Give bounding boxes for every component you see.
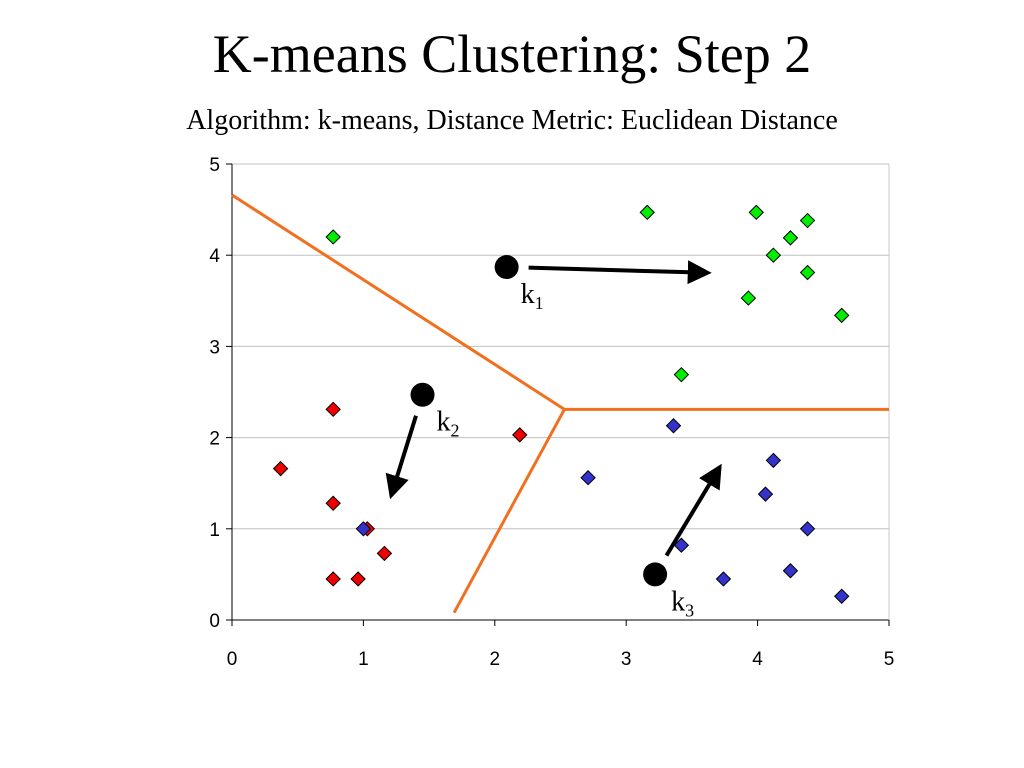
centroid-subscript: 1: [535, 293, 544, 313]
data-point-cluster-1: [799, 212, 816, 229]
data-point-cluster-1: [740, 290, 757, 306]
data-point-cluster-3: [715, 571, 732, 587]
data-point-cluster-2: [325, 495, 341, 511]
y-tick-label: 1: [209, 520, 220, 541]
y-tick-label: 0: [209, 611, 220, 632]
data-point-cluster-1: [748, 204, 764, 221]
data-point-cluster-2: [512, 427, 528, 443]
data-point-cluster-1: [799, 264, 816, 281]
data-point-cluster-3: [757, 486, 774, 502]
axes: [226, 163, 890, 626]
data-point-cluster-3: [355, 521, 372, 537]
page-subtitle: Algorithm: k-means, Distance Metric: Euc…: [186, 105, 838, 136]
data-point-cluster-3: [765, 452, 782, 469]
centroid-arrow-2: [385, 415, 418, 500]
data-point-cluster-2: [325, 571, 341, 587]
x-tick-label: 3: [621, 649, 632, 670]
data-point-cluster-2: [272, 460, 289, 477]
centroid-subscript: 3: [685, 600, 694, 620]
y-tick-label: 5: [209, 155, 220, 176]
data-point-cluster-2: [376, 545, 393, 562]
data-point-cluster-3: [665, 418, 682, 434]
plot-area: [232, 164, 889, 620]
data-point-cluster-2: [350, 571, 366, 587]
data-point-cluster-3: [673, 537, 690, 553]
boundary-line: [231, 193, 566, 411]
tick-labels: 0 1 2 3 4 5 0 1 2 3 4 5: [209, 155, 894, 670]
data-point-cluster-1: [833, 307, 850, 324]
data-point-cluster-3: [580, 470, 596, 486]
y-tick-label: 4: [209, 246, 220, 267]
data-point-cluster-1: [765, 247, 782, 263]
y-tick-label: 2: [209, 429, 220, 450]
page-title: K-means Clustering: Step 2: [212, 24, 812, 84]
x-tick-label: 2: [490, 649, 501, 670]
data-point-cluster-1: [325, 229, 341, 245]
data-point-cluster-1: [782, 230, 799, 246]
centroid-marker-3: [643, 562, 668, 587]
centroid-arrow-3: [664, 463, 722, 557]
data-point-cluster-3: [833, 588, 850, 604]
boundary-line: [452, 408, 566, 614]
x-tick-label: 5: [884, 649, 895, 670]
x-tick-label: 0: [227, 649, 238, 670]
data-point-cluster-1: [673, 366, 690, 383]
centroid-marker-1: [494, 255, 519, 280]
data-point-cluster-3: [782, 563, 799, 579]
cluster-boundaries: [231, 193, 889, 614]
data-points: [272, 204, 850, 604]
data-point-cluster-3: [799, 521, 816, 537]
centroid-marker-2: [410, 382, 435, 407]
y-tick-label: 3: [209, 337, 220, 358]
data-point-cluster-2: [325, 401, 341, 418]
x-tick-label: 1: [358, 649, 369, 670]
centroid-subscript: 2: [451, 421, 460, 441]
x-tick-label: 4: [752, 649, 763, 670]
centroid-arrow-1: [528, 260, 712, 285]
data-point-cluster-1: [639, 204, 655, 221]
